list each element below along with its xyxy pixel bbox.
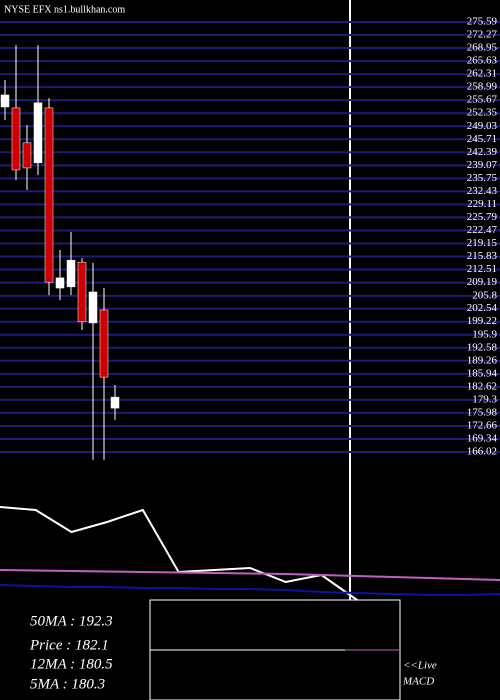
candle-body — [66, 259, 76, 288]
y-tick-label: 202.54 — [467, 302, 498, 314]
y-tick-label: 249.03 — [467, 120, 498, 132]
y-tick-label: 205.8 — [472, 289, 497, 301]
y-tick-label: 225.79 — [467, 211, 498, 223]
y-tick-label: 209.19 — [467, 276, 498, 288]
y-tick-label: 255.67 — [467, 94, 498, 106]
y-tick-label: 199.22 — [467, 315, 497, 327]
candle-body — [44, 107, 54, 283]
y-tick-label: 185.94 — [467, 367, 498, 379]
y-tick-label: 175.98 — [467, 406, 498, 418]
y-tick-label: 189.26 — [467, 354, 498, 366]
candle-body — [77, 261, 87, 323]
y-tick-label: 182.62 — [467, 380, 497, 392]
stat: Price : 182.1 — [29, 637, 109, 653]
y-tick-label: 166.02 — [467, 446, 497, 458]
candle-body — [110, 396, 120, 409]
y-tick-label: 268.95 — [467, 42, 498, 54]
y-tick-label: 212.51 — [467, 263, 497, 275]
y-tick-label: 179.3 — [472, 393, 497, 405]
candle-body — [55, 277, 65, 289]
y-tick-label: 262.31 — [467, 68, 497, 80]
y-tick-label: 219.15 — [467, 237, 498, 249]
stat: 50MA : 192.3 — [30, 613, 113, 629]
indicator-line — [0, 584, 500, 596]
y-tick-label: 229.11 — [467, 198, 497, 210]
y-tick-label: 192.58 — [467, 341, 498, 353]
note: MACD — [402, 676, 434, 688]
stat: 12MA : 180.5 — [30, 656, 113, 672]
y-tick-label: 172.66 — [467, 419, 498, 431]
y-tick-label: 265.63 — [467, 55, 498, 67]
y-tick-label: 232.43 — [467, 185, 498, 197]
candle-body — [22, 142, 32, 169]
y-tick-label: 242.39 — [467, 146, 498, 158]
stat: 5MA : 180.3 — [30, 676, 105, 692]
y-tick-label: 215.83 — [467, 250, 498, 262]
note: <<Live — [403, 660, 437, 672]
candle-body — [88, 291, 98, 324]
y-tick-label: 222.47 — [467, 224, 498, 236]
y-tick-label: 275.59 — [467, 16, 498, 28]
y-tick-label: 235.75 — [467, 172, 498, 184]
y-tick-label: 169.34 — [467, 433, 498, 445]
indicator-line — [0, 569, 500, 581]
y-tick-label: 239.07 — [467, 159, 498, 171]
chart-title: NYSE EFX ns1.bullkhan.com — [4, 4, 125, 15]
y-tick-label: 245.71 — [467, 133, 497, 145]
y-tick-label: 195.9 — [472, 328, 497, 340]
y-tick-label: 252.35 — [467, 107, 498, 119]
y-tick-label: 258.99 — [467, 81, 498, 93]
y-tick-label: 272.27 — [467, 29, 498, 41]
candle-body — [11, 107, 21, 171]
candle-body — [99, 309, 109, 378]
candle-body — [0, 94, 10, 108]
candle-body — [33, 102, 43, 164]
